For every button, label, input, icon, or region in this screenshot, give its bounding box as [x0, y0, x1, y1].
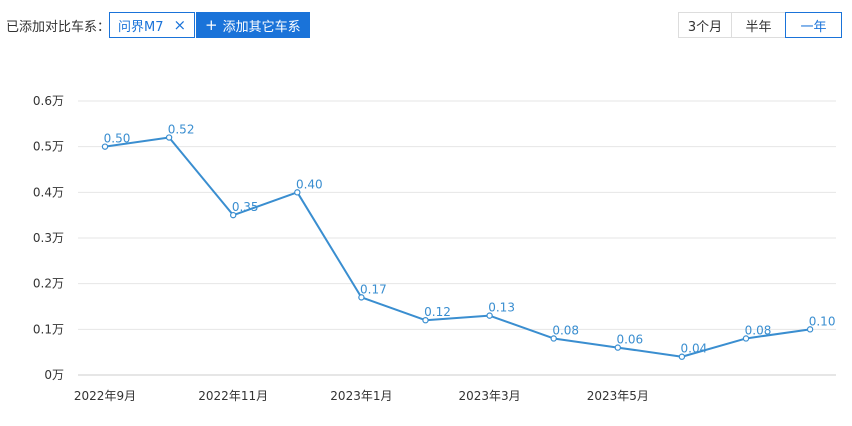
x-tick-label: 2023年3月	[459, 389, 521, 403]
data-point[interactable]	[165, 134, 173, 141]
y-tick-label: 0.5万	[33, 140, 64, 154]
selected-car-name: 问界M7	[118, 19, 164, 35]
close-icon[interactable]: ×	[173, 15, 187, 34]
data-point[interactable]	[806, 326, 814, 333]
data-label: 0.08	[552, 323, 579, 337]
y-tick-label: 0.6万	[33, 94, 64, 108]
data-point[interactable]	[101, 143, 109, 150]
x-tick-label: 2023年1月	[330, 389, 392, 403]
add-car-button-label: 添加其它车系	[222, 19, 301, 35]
range-3-months-button[interactable]: 3个月	[678, 12, 732, 38]
add-car-button[interactable]: + 添加其它车系	[196, 12, 310, 38]
data-point[interactable]	[678, 353, 686, 360]
compare-label: 已添加对比车系：	[6, 20, 111, 35]
data-point[interactable]	[486, 312, 493, 319]
range-half-year-button[interactable]: 半年	[731, 12, 786, 38]
y-tick-label: 0.4万	[33, 185, 64, 199]
data-point[interactable]	[614, 344, 622, 351]
y-tick-label: 0.1万	[33, 322, 64, 336]
x-tick-label: 2022年9月	[74, 389, 136, 403]
data-point[interactable]	[229, 211, 237, 219]
data-label: 0.08	[745, 323, 772, 337]
data-label: 0.13	[488, 301, 515, 315]
data-label: 0.52	[168, 123, 195, 137]
x-tick-label: 2022年11月	[198, 389, 268, 403]
toolbar: 已添加对比车系： 问界M7 × + 添加其它车系 3个月 半年 一年	[0, 0, 852, 50]
y-tick-label: 0.3万	[33, 231, 64, 245]
data-label: 0.06	[616, 333, 643, 347]
data-point[interactable]	[294, 189, 301, 196]
data-label: 0.04	[681, 342, 708, 356]
data-point[interactable]	[358, 294, 365, 301]
selected-car-chip[interactable]: 问界M7 ×	[109, 12, 196, 38]
range-one-year-button[interactable]: 一年	[785, 12, 842, 38]
time-range-selector: 3个月 半年 一年	[678, 12, 842, 38]
data-label: 0.40	[296, 177, 323, 191]
y-tick-label: 0万	[44, 368, 64, 382]
data-label: 0.50	[104, 132, 131, 146]
plus-icon: +	[205, 15, 218, 34]
data-label: 0.10	[809, 314, 836, 328]
data-point[interactable]	[422, 317, 429, 324]
series-line	[104, 136, 811, 358]
data-label: 0.35	[232, 200, 259, 214]
x-tick-label: 2023年5月	[587, 389, 649, 403]
data-point[interactable]	[550, 335, 557, 342]
data-label: 0.12	[424, 305, 451, 319]
data-label: 0.17	[360, 282, 387, 296]
data-point[interactable]	[742, 335, 750, 342]
y-tick-label: 0.2万	[33, 277, 64, 291]
